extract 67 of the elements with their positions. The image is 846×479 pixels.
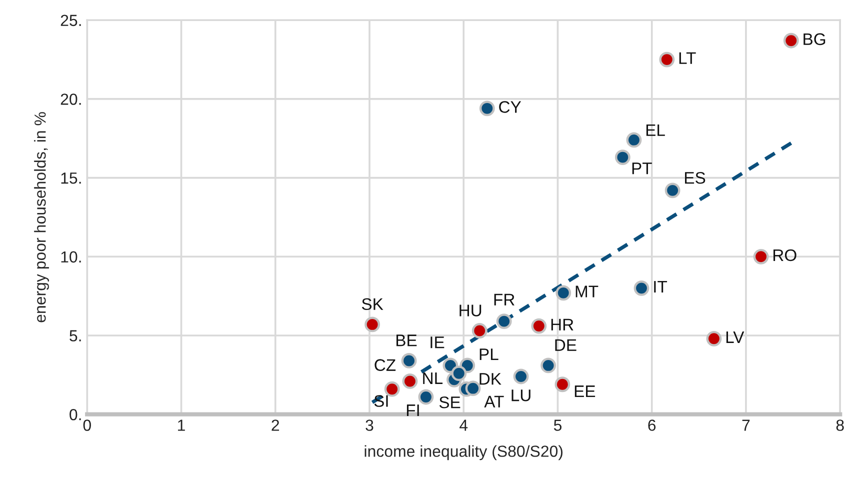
y-tick-label: 0. xyxy=(70,408,81,420)
annotation: HR xyxy=(551,318,574,330)
point xyxy=(472,323,488,338)
point xyxy=(634,280,650,296)
annotation: LV xyxy=(726,331,744,343)
annotation: PT xyxy=(632,162,652,174)
x-tick-label: 3 xyxy=(366,420,374,431)
x-tick-label: 5 xyxy=(554,420,562,431)
y-tick-label: 10. xyxy=(61,251,81,263)
point xyxy=(531,318,547,334)
point xyxy=(554,376,570,392)
point xyxy=(451,366,467,382)
x-tick-label: 1 xyxy=(178,420,185,431)
point xyxy=(614,150,630,166)
annotation: PL xyxy=(480,348,498,360)
annotation: NL xyxy=(423,372,443,384)
annotation: RO xyxy=(774,249,796,262)
point xyxy=(418,389,434,405)
annotation: BE xyxy=(396,334,417,346)
annotation: ES xyxy=(685,172,706,184)
point xyxy=(513,368,529,384)
point xyxy=(556,285,572,301)
annotation: CY xyxy=(499,101,522,113)
annotation: DK xyxy=(480,373,502,385)
annotation: SI xyxy=(374,395,388,407)
annotation: BG xyxy=(804,33,826,46)
annotation: IT xyxy=(654,281,668,292)
point xyxy=(401,353,417,368)
annotation: EL xyxy=(646,124,665,136)
point xyxy=(659,52,675,68)
annotation: SE xyxy=(439,396,460,408)
y-tick-label: 15. xyxy=(61,172,81,184)
annotation: AT xyxy=(484,396,504,408)
annotation: LT xyxy=(679,52,696,64)
point xyxy=(402,374,418,389)
point xyxy=(626,132,642,148)
point xyxy=(664,182,680,198)
annotation: FI xyxy=(406,404,419,416)
annotation: IE xyxy=(430,336,444,348)
point xyxy=(783,32,799,48)
x-tick-label: 4 xyxy=(460,420,468,431)
annotation: SK xyxy=(362,298,384,310)
x-tick-label: 2 xyxy=(272,420,280,431)
point xyxy=(465,380,481,396)
annotation: FR xyxy=(494,294,514,306)
annotation: CZ xyxy=(374,359,396,371)
annotation: LU xyxy=(512,390,530,402)
y-tick-label: 20. xyxy=(60,94,81,105)
point xyxy=(364,316,380,332)
point xyxy=(479,100,495,116)
point xyxy=(540,358,556,374)
x-axis-title: income inequality (S80/S20) xyxy=(364,445,563,460)
annotation: MT xyxy=(576,286,598,298)
annotation: HU xyxy=(460,304,482,316)
annotation: DE xyxy=(555,339,576,351)
point xyxy=(384,381,400,397)
x-tick-label: 0 xyxy=(83,420,91,431)
point xyxy=(496,314,512,329)
x-tick-label: 6 xyxy=(648,420,656,431)
y-axis-title: energy poor households, in % xyxy=(34,112,49,322)
y-tick-label: 5. xyxy=(70,330,81,342)
x-tick-label: 8 xyxy=(836,420,844,431)
annotation: EE xyxy=(574,386,596,398)
point xyxy=(706,330,722,346)
point xyxy=(753,248,769,264)
x-tick-label: 7 xyxy=(742,420,750,431)
y-tick-label: 25. xyxy=(60,14,81,26)
